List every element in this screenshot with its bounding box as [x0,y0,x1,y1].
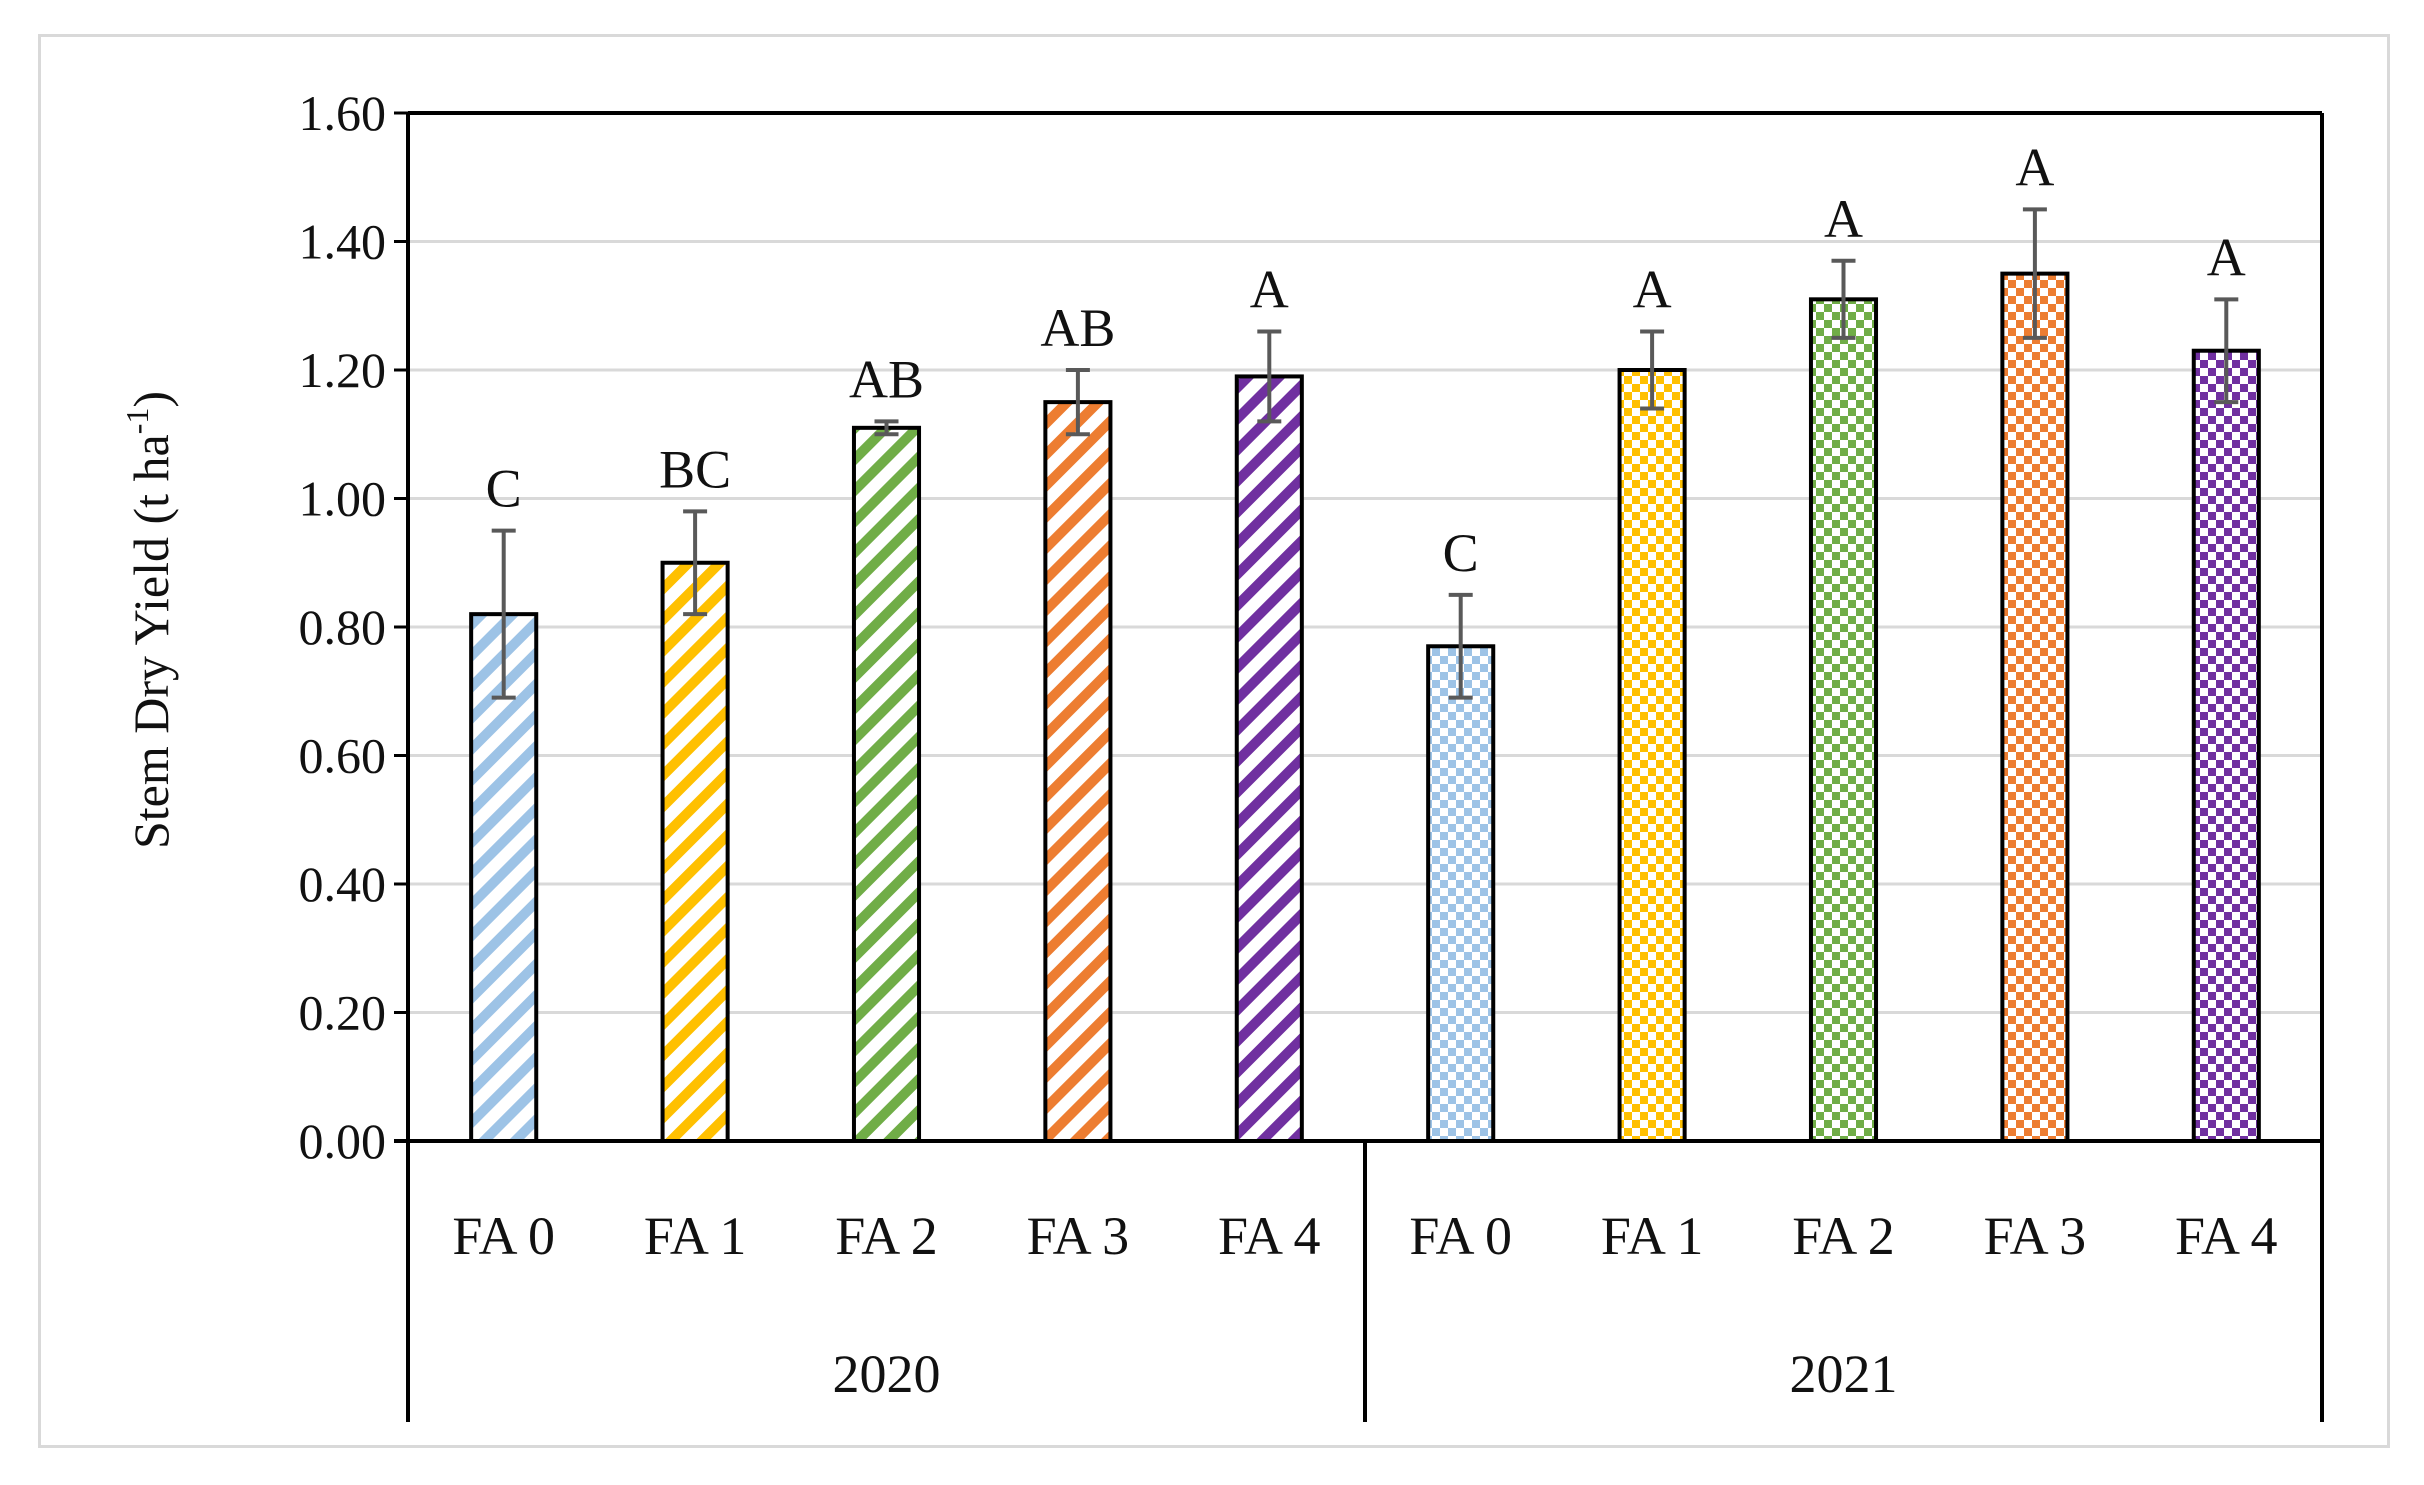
y-tick-label: 1.00 [299,471,387,527]
y-tick-label: 1.20 [299,342,387,398]
x-tick-label: FA 1 [644,1206,747,1266]
error-bars [491,207,2239,700]
bar [2191,348,2261,1144]
bars [469,271,2261,1144]
bar [1043,400,1113,1143]
x-tick-label: FA 2 [1792,1206,1895,1266]
y-tick-label: 0.20 [299,985,387,1041]
x-tick-label: FA 3 [1984,1206,2087,1266]
group-label: 2021 [1790,1344,1898,1404]
y-axis-title: Stem Dry Yield (t ha-1) [119,391,179,849]
bar [1426,644,1496,1144]
y-axis-title-main: Stem Dry Yield (t ha [123,434,179,849]
bar [660,560,730,1143]
axes [394,111,2324,1422]
significance-letter: C [486,459,522,519]
significance-letter: AB [1040,298,1115,358]
y-tick-label: 0.60 [299,728,387,784]
x-tick-label: FA 0 [1409,1206,1512,1266]
bar [1808,297,1879,1143]
y-tick-label: 0.80 [299,599,387,655]
significance-letter: A [1633,259,1672,319]
significance-letter: C [1443,523,1479,583]
y-tick-label: 0.00 [299,1113,387,1169]
chart-frame [38,34,2390,1448]
y-axis-title-superscript: -1 [119,408,155,435]
significance-letter: A [2207,227,2246,287]
x-tick-label: FA 4 [2175,1206,2278,1266]
labels: 0.00 0.20 0.40 0.60 0.80 1.00 1.20 1.40 1.60 C FA … [299,85,2278,1404]
x-tick-label: FA 1 [1601,1206,1704,1266]
y-tick-label: 1.60 [299,85,387,141]
significance-letter: AB [849,349,924,409]
bar [1234,374,1304,1143]
x-tick-label: FA 2 [835,1206,938,1266]
significance-letter: BC [659,439,731,499]
x-tick-label: FA 4 [1218,1206,1321,1266]
bar [851,425,922,1143]
significance-letter: A [1824,189,1863,249]
x-tick-label: FA 3 [1027,1206,1130,1266]
y-tick-label: 1.40 [299,214,387,270]
x-tick-label: FA 0 [452,1206,555,1266]
y-tick-label: 0.40 [299,856,387,912]
significance-letter: A [2015,137,2054,197]
bar [2000,271,2070,1143]
significance-letter: A [1250,259,1289,319]
bar [1617,368,1687,1143]
group-label: 2020 [833,1344,941,1404]
y-axis-title-end: ) [123,391,179,408]
